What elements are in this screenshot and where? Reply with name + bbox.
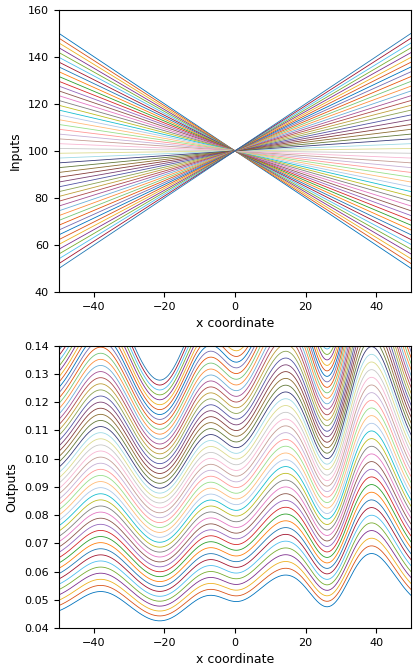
- X-axis label: x coordinate: x coordinate: [196, 653, 274, 667]
- X-axis label: x coordinate: x coordinate: [196, 317, 274, 331]
- Y-axis label: Inputs: Inputs: [9, 132, 22, 170]
- Y-axis label: Outputs: Outputs: [5, 462, 18, 512]
